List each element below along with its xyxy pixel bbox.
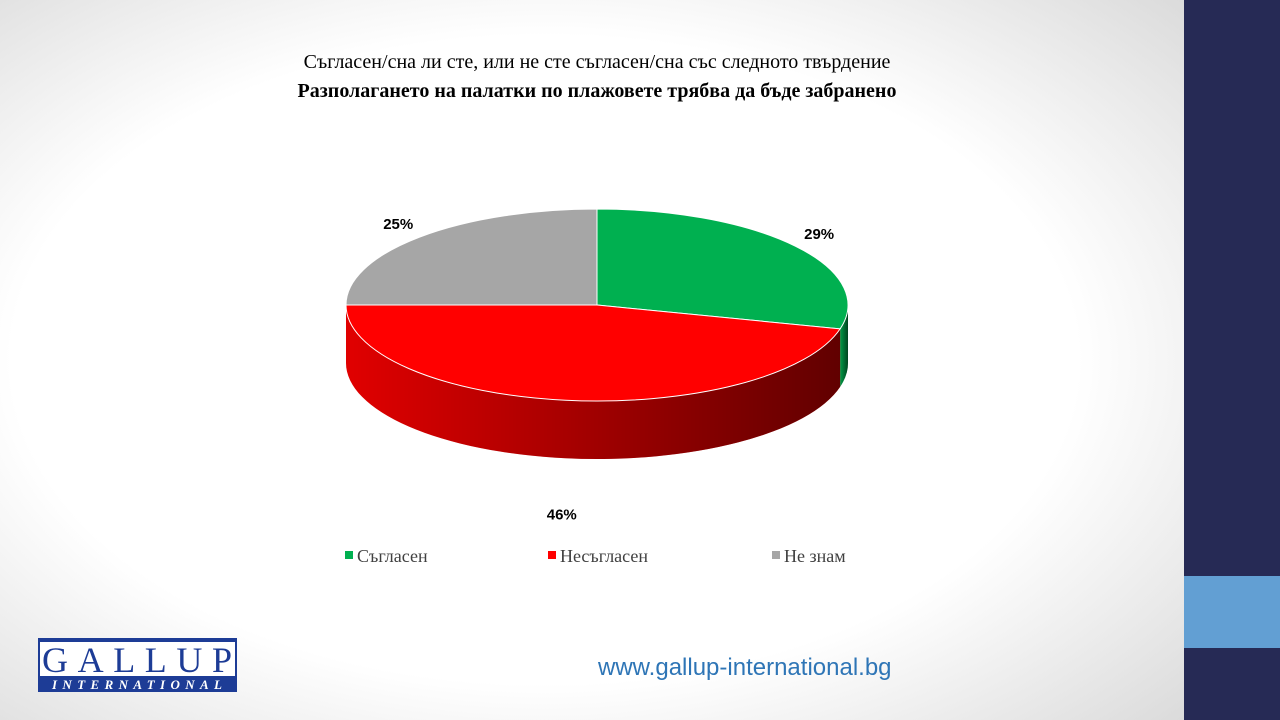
logo-subtext: INTERNATIONAL [51,677,222,692]
data-label: 29% [804,226,834,243]
side-shade [840,305,848,387]
sidebar-accent [1184,576,1280,648]
legend-label: Съгласен [357,546,428,566]
data-label: 25% [383,216,413,233]
slice [345,208,598,306]
chart-subtitle: Разполагането на палатки по плажовете тр… [298,80,897,102]
legend-swatch [345,551,353,559]
legend-label: Не знам [784,546,846,566]
url: www.gallup-international.bg [597,654,892,681]
logo: GALLUP INTERNATIONAL [38,638,237,692]
side-shade [346,305,841,459]
legend-label: Несъгласен [560,546,648,566]
legend-swatch [548,551,556,559]
legend-swatch [772,551,780,559]
data-label: 46% [547,507,577,524]
slice [345,304,841,402]
logo-panel [40,642,235,676]
chart-title: Съгласен/сна ли сте, или не сте съгласен… [304,51,891,73]
slice [596,208,849,330]
